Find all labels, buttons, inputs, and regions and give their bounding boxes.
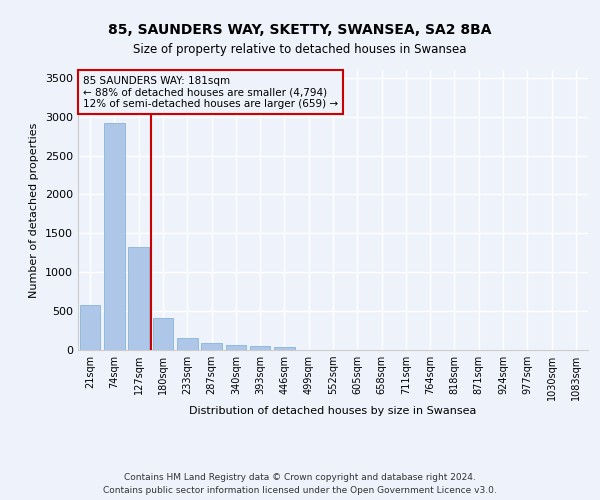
Text: 85 SAUNDERS WAY: 181sqm
← 88% of detached houses are smaller (4,794)
12% of semi: 85 SAUNDERS WAY: 181sqm ← 88% of detache… xyxy=(83,76,338,109)
Bar xyxy=(104,123,125,350)
Bar xyxy=(250,346,271,350)
Text: 85, SAUNDERS WAY, SKETTY, SWANSEA, SA2 8BA: 85, SAUNDERS WAY, SKETTY, SWANSEA, SA2 8… xyxy=(108,22,492,36)
Text: Size of property relative to detached houses in Swansea: Size of property relative to detached ho… xyxy=(133,42,467,56)
Bar xyxy=(177,338,197,350)
Bar xyxy=(128,248,149,350)
Bar xyxy=(226,346,246,350)
Y-axis label: Number of detached properties: Number of detached properties xyxy=(29,122,40,298)
X-axis label: Distribution of detached houses by size in Swansea: Distribution of detached houses by size … xyxy=(190,406,476,415)
Bar xyxy=(152,318,173,350)
Bar xyxy=(80,306,100,350)
Bar xyxy=(201,343,222,350)
Bar xyxy=(274,346,295,350)
Text: Contains HM Land Registry data © Crown copyright and database right 2024.
Contai: Contains HM Land Registry data © Crown c… xyxy=(103,474,497,495)
